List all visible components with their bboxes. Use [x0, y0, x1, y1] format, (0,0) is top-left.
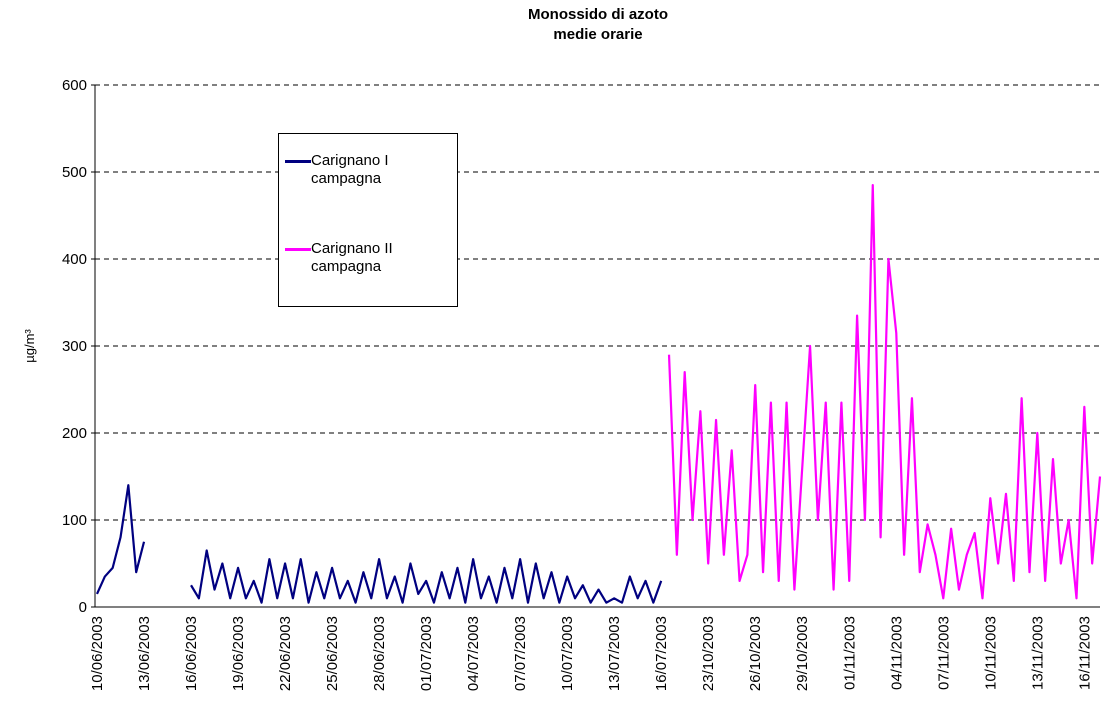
x-tick-label: 16/06/2003 — [183, 616, 200, 691]
x-tick-label: 29/10/2003 — [794, 616, 811, 691]
x-tick-label: 07/11/2003 — [935, 616, 952, 690]
legend-label: Carignano II campagna — [311, 240, 393, 275]
y-tick-label: 200 — [62, 425, 87, 442]
x-tick-label: 01/07/2003 — [418, 616, 435, 691]
x-tick-label: 13/11/2003 — [1029, 616, 1046, 690]
x-tick-label: 04/07/2003 — [465, 616, 482, 691]
x-tick-label: 04/11/2003 — [888, 616, 905, 690]
y-tick-label: 500 — [62, 164, 87, 181]
x-tick-label: 28/06/2003 — [371, 616, 388, 691]
x-tick-label: 10/11/2003 — [982, 616, 999, 690]
x-tick-label: 07/07/2003 — [512, 616, 529, 691]
chart-subtitle: medie orarie — [553, 26, 642, 43]
series-line — [667, 183, 1102, 600]
legend-swatch — [285, 160, 311, 163]
y-tick-label: 400 — [62, 251, 87, 268]
legend-swatch — [285, 248, 311, 251]
x-tick-label: 26/10/2003 — [747, 616, 764, 691]
x-tick-label: 10/06/2003 — [89, 616, 106, 691]
x-tick-label: 19/06/2003 — [230, 616, 247, 691]
x-tick-label: 16/07/2003 — [653, 616, 670, 691]
legend-label: Carignano I campagna — [311, 152, 389, 187]
y-tick-label: 600 — [62, 77, 87, 94]
x-tick-label: 16/11/2003 — [1076, 616, 1093, 690]
series-line — [95, 484, 663, 604]
legend: Carignano I campagna Carignano II campagn… — [278, 133, 458, 307]
y-tick-label: 300 — [62, 338, 87, 355]
legend-item: Carignano I campagna — [285, 152, 403, 188]
y-axis-label: µg/m³ — [22, 329, 37, 363]
y-tick-label: 100 — [62, 512, 87, 529]
x-tick-label: 23/10/2003 — [700, 616, 717, 691]
x-tick-label: 13/06/2003 — [136, 616, 153, 691]
x-tick-label: 22/06/2003 — [277, 616, 294, 691]
x-tick-label: 10/07/2003 — [559, 616, 576, 691]
chart-title: Monossido di azoto — [528, 6, 668, 23]
x-tick-label: 01/11/2003 — [841, 616, 858, 690]
x-tick-label: 25/06/2003 — [324, 616, 341, 691]
legend-item: Carignano II campagna — [285, 240, 403, 276]
x-tick-label: 13/07/2003 — [606, 616, 623, 691]
y-tick-label: 0 — [79, 599, 87, 616]
